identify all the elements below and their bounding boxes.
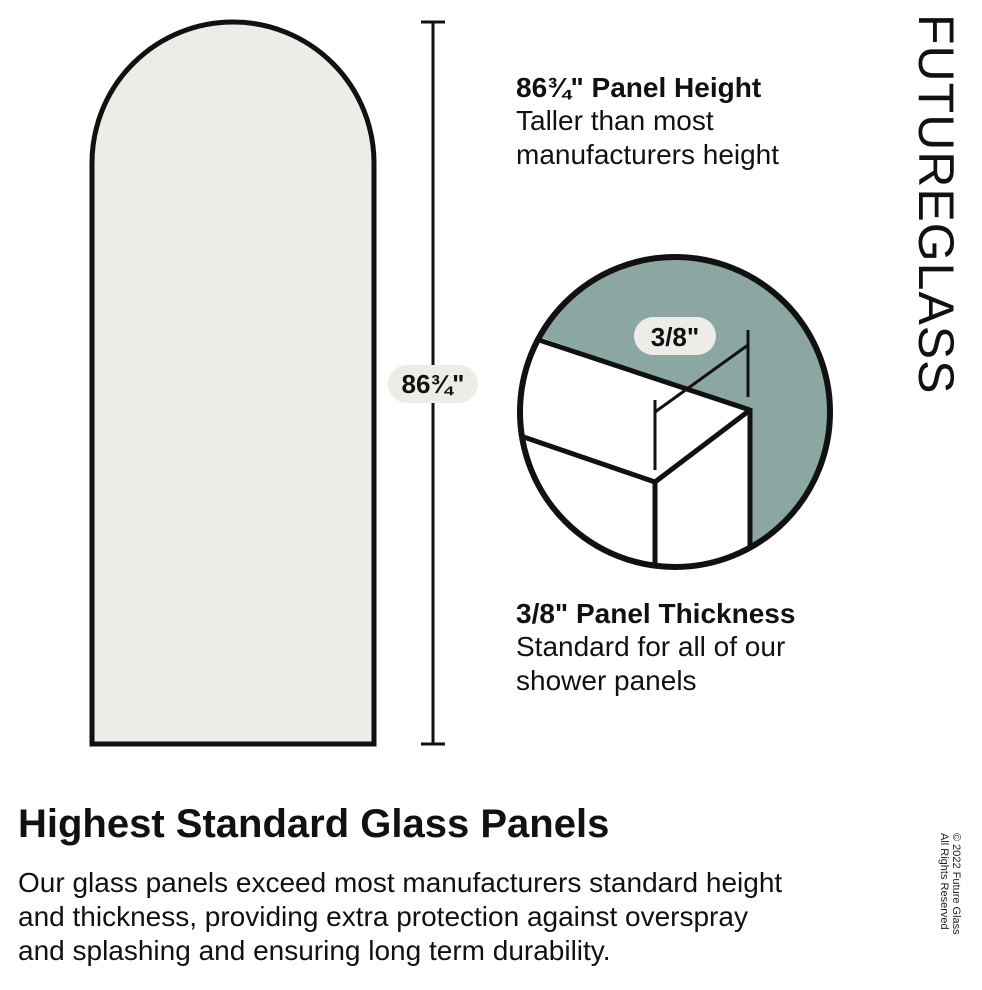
description-line: and thickness, providing extra protectio… [18, 901, 748, 932]
brand-logo: FUTUREGLASS [908, 14, 964, 395]
height-label: 86¾" [402, 369, 465, 399]
thickness-label-pill [634, 317, 716, 355]
copyright-line: All Rights Reserved [938, 833, 950, 930]
thickness-feature-line: shower panels [516, 665, 697, 696]
description: Our glass panels exceed most manufacture… [18, 866, 782, 968]
height-label-pill [388, 365, 478, 403]
height-feature-line: manufacturers height [516, 139, 780, 170]
height-feature: 86¾" Panel Height Taller than most manuf… [516, 72, 779, 172]
thickness-feature: 3/8" Panel Thickness Standard for all of… [516, 598, 795, 698]
description-line: and splashing and ensuring long term dur… [18, 935, 611, 966]
thickness-dimension-line [653, 330, 750, 470]
description-line: Our glass panels exceed most manufacture… [18, 867, 783, 898]
thickness-label: 3/8" [651, 322, 699, 352]
arched-glass-panel [89, 19, 377, 747]
height-feature-line: Taller than most [516, 105, 714, 136]
page-title: Highest Standard Glass Panels [18, 802, 610, 846]
thickness-feature-line: Standard for all of our [516, 631, 786, 662]
copyright-line: © 2022 Future Glass [950, 833, 962, 935]
copyright: © 2022 Future Glass All Rights Reserved [938, 833, 962, 935]
height-feature-title: 86¾" Panel Height [516, 72, 762, 103]
thickness-detail-circle [520, 257, 830, 567]
thickness-feature-title: 3/8" Panel Thickness [516, 598, 796, 629]
